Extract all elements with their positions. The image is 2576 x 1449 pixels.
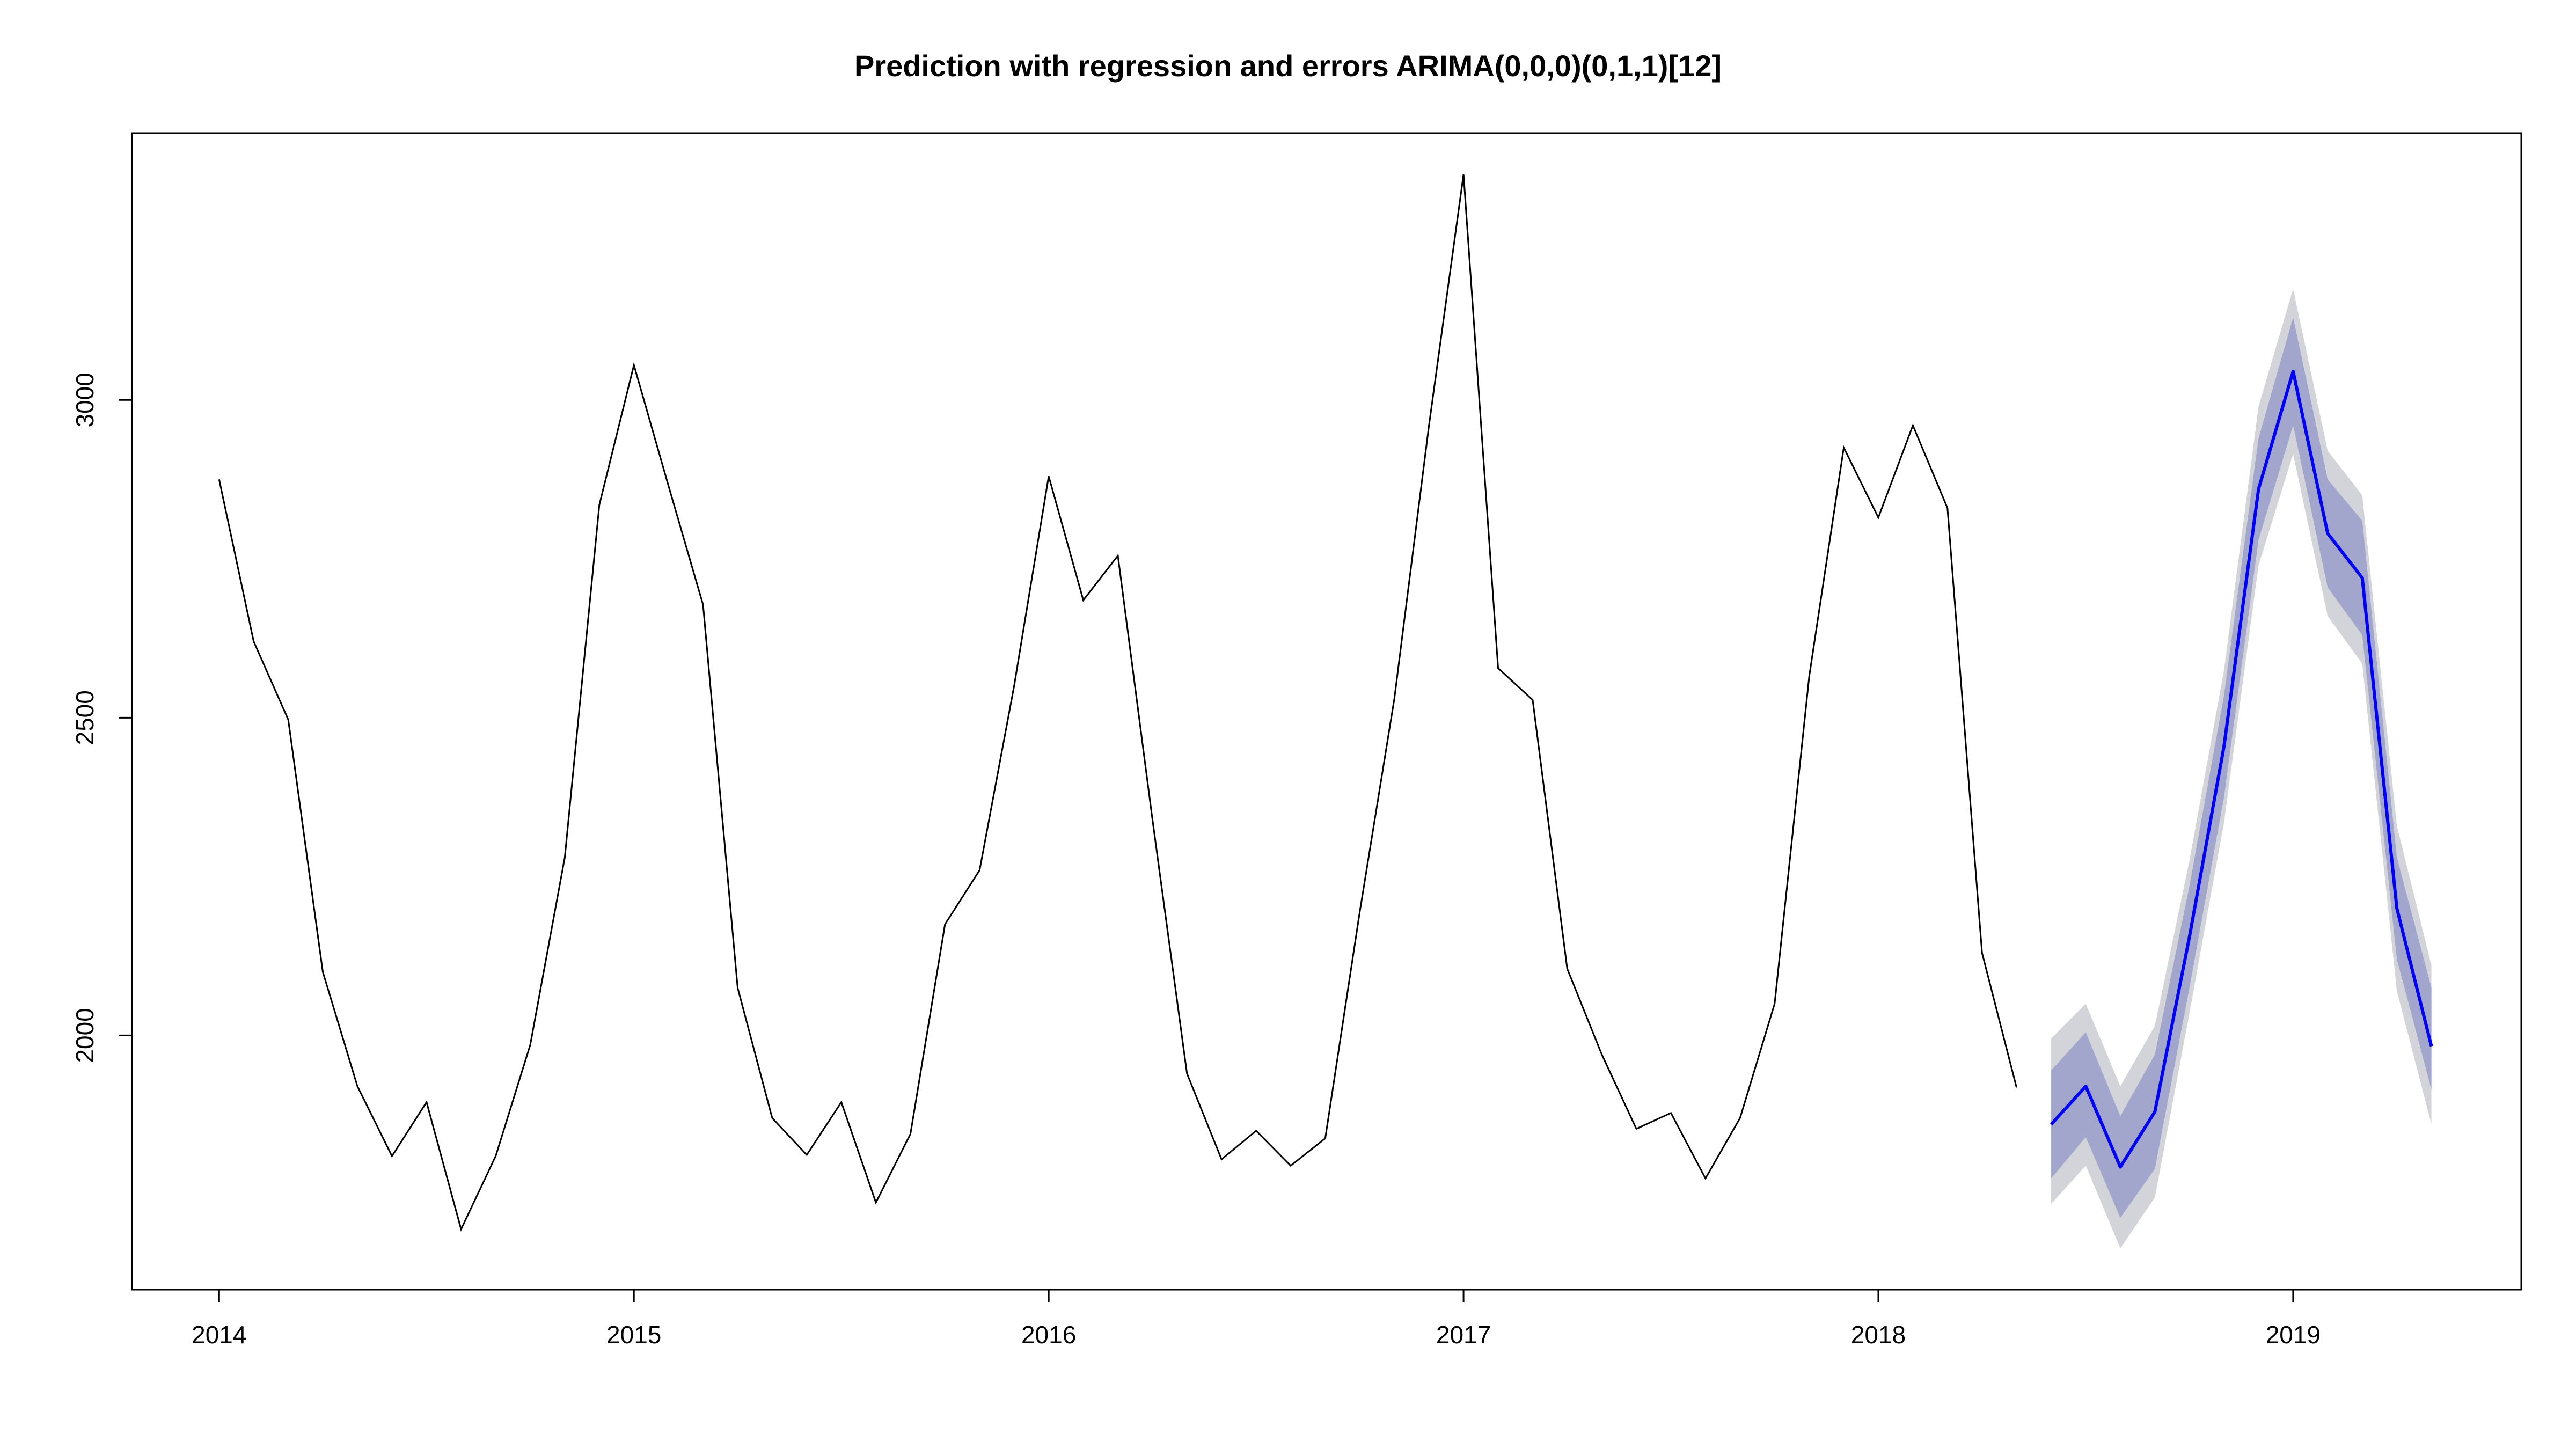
x-tick-label: 2014 [192, 1321, 246, 1349]
x-tick-label: 2019 [2266, 1321, 2321, 1349]
x-tick-label: 2016 [1021, 1321, 1076, 1349]
y-tick-label: 3000 [71, 372, 99, 427]
series-lines [218, 174, 2433, 1232]
x-tick-label: 2015 [606, 1321, 661, 1349]
forecast-mean-line [2050, 370, 2433, 1169]
observed-series-line [218, 174, 2018, 1232]
prediction-intervals [2051, 289, 2432, 1248]
x-tick-label: 2017 [1436, 1321, 1491, 1349]
chart-title: Prediction with regression and errors AR… [854, 49, 1722, 83]
y-tick-label: 2000 [71, 1008, 99, 1063]
x-axis: 2014 2015 2016 2017 2018 2019 [192, 1289, 2321, 1349]
x-tick-label: 2018 [1851, 1321, 1906, 1349]
y-axis: 2000 2500 3000 [71, 372, 133, 1063]
y-tick-label: 2500 [71, 690, 99, 745]
